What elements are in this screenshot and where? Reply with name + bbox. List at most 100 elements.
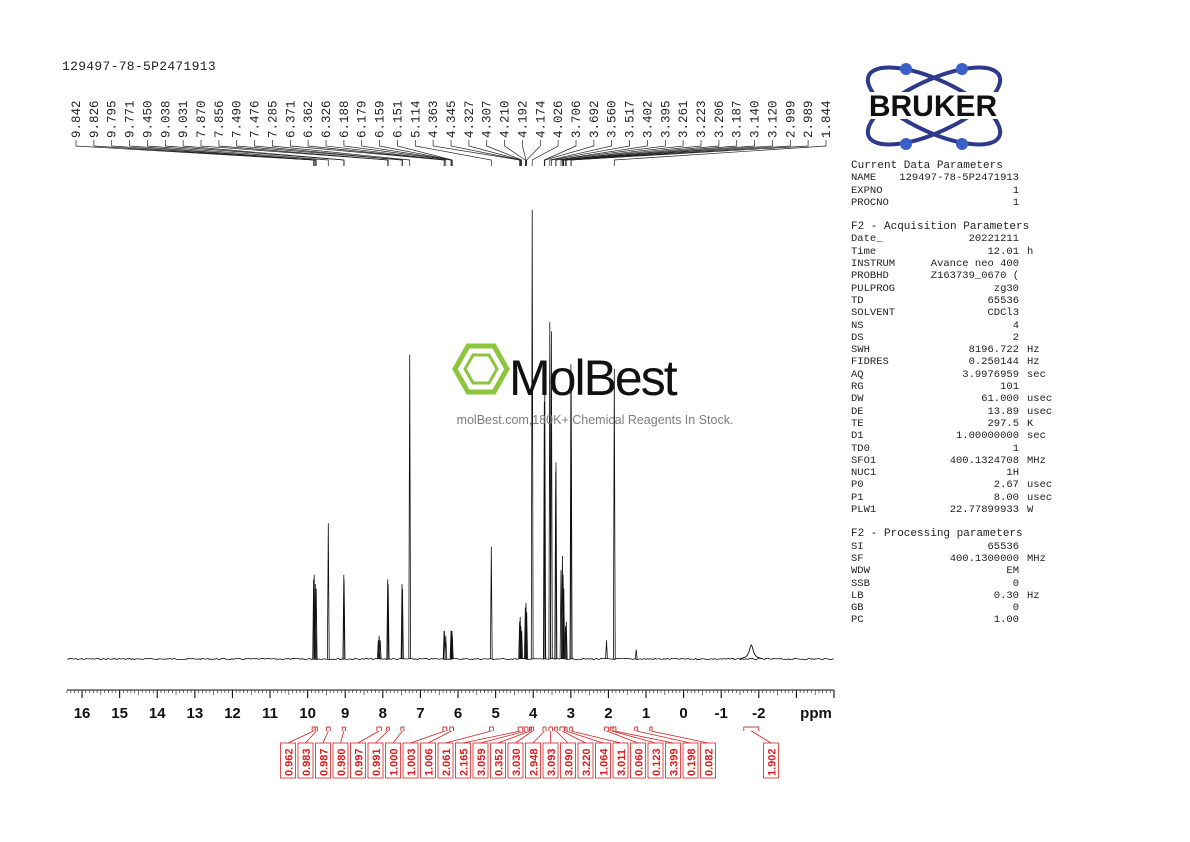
x-tick-label: 7: [416, 705, 424, 722]
molbest-watermark: MolBest molBest.com,180K+ Chemical Reage…: [447, 340, 747, 435]
param-section: F2 - Processing parameters SI 65536 SF 400.1…: [851, 528, 1061, 626]
peak-label: 6.159: [374, 100, 388, 138]
integral-box: [507, 742, 524, 779]
param-key: Time: [851, 245, 877, 258]
integral-connector: [410, 730, 446, 744]
param-row: GB 0: [851, 602, 1061, 614]
param-key: NS: [851, 319, 864, 332]
spectrum-peak: [543, 387, 547, 660]
integral-connector: [427, 730, 452, 744]
integral-box: [420, 742, 436, 779]
param-unit: MHz: [1027, 552, 1046, 565]
spectrum-trace-group: [66, 209, 834, 661]
param-value: 65536: [987, 540, 1019, 553]
x-tick-label: 6: [454, 705, 462, 722]
param-section: Current Data Parameters NAME 129497-78-5P2…: [851, 160, 1061, 209]
param-value: 1: [1012, 184, 1019, 197]
param-value: 0.250144: [968, 356, 1019, 369]
param-value: 8196.722: [968, 344, 1019, 357]
integral-value: 2.948: [529, 748, 541, 776]
spectrum-peak: [564, 626, 567, 660]
peak-connector: [504, 140, 526, 166]
integral-value: 0.060: [634, 748, 646, 776]
integral-connector: [375, 730, 389, 744]
peak-connector: [486, 140, 523, 166]
param-unit: sec: [1027, 368, 1046, 381]
integral-connector: [570, 730, 621, 744]
peak-label: 3.692: [588, 100, 602, 138]
peak-label: 3.120: [766, 100, 780, 138]
param-value: 0: [1012, 602, 1019, 615]
spectrum-peak: [524, 602, 528, 660]
peak-label: 3.706: [570, 100, 584, 138]
spectrum-peak: [451, 635, 454, 660]
param-value: 8.00: [993, 491, 1019, 504]
param-row: INSTRUM Avance neo 400: [851, 258, 1061, 270]
integral-connector: [751, 730, 772, 744]
spectrum-baseline: [66, 657, 834, 661]
peak-connector: [565, 140, 755, 166]
peak-label: 9.826: [88, 100, 102, 138]
param-key: INSTRUM: [851, 258, 896, 271]
param-row: SSB 0: [851, 578, 1061, 590]
param-unit: usec: [1027, 393, 1053, 406]
param-row: DE 13.89 usec: [851, 406, 1061, 418]
peak-label: 7.476: [249, 100, 263, 138]
param-row: DS 2: [851, 332, 1061, 344]
benzene-hexagon-icon: [452, 343, 510, 395]
peak-label: 3.560: [606, 100, 620, 138]
integral-box: [665, 742, 681, 779]
param-unit: sec: [1027, 430, 1046, 443]
param-value: 400.1324708: [949, 454, 1019, 467]
param-row: Date_ 20221211: [851, 233, 1061, 245]
peak-label: 9.842: [70, 100, 84, 138]
spectrum-peak: [518, 616, 522, 660]
param-key: P0: [851, 479, 864, 492]
peak-label: 4.363: [427, 100, 441, 138]
param-row: NS 4: [851, 320, 1061, 332]
param-key: FIDRES: [851, 356, 889, 369]
param-value: 65536: [987, 294, 1019, 307]
param-unit: K: [1027, 417, 1034, 430]
spectrum-peak: [314, 588, 318, 660]
integral-value: 0.352: [494, 748, 506, 776]
param-value: 4: [1012, 319, 1019, 332]
spectrum-peak: [525, 612, 528, 660]
param-row: DW 61.000 usec: [851, 393, 1061, 405]
peak-connector: [414, 140, 492, 166]
integral-box: [700, 742, 716, 779]
integral-box: [437, 742, 454, 779]
peak-connector: [526, 140, 541, 166]
param-row: Time 12.01 h: [851, 246, 1061, 258]
integral-box: [577, 742, 594, 779]
param-value: 61.000: [981, 393, 1019, 406]
integral-connector: [611, 730, 656, 744]
param-value: Z163739_0670 (: [930, 270, 1019, 283]
integral-connector: [497, 730, 531, 744]
param-unit: usec: [1027, 491, 1053, 504]
peak-label: 3.395: [659, 100, 673, 138]
integral-value: 3.090: [564, 748, 576, 776]
bruker-logo: BRUKER: [846, 60, 1021, 152]
param-row: PROCNO 1: [851, 197, 1061, 209]
integral-connector: [340, 730, 345, 744]
integral-value: 3.220: [581, 748, 593, 776]
integral-value: 2.165: [459, 748, 471, 776]
param-unit: MHz: [1027, 454, 1046, 467]
peak-label: 4.026: [552, 100, 566, 138]
peak-label: 4.345: [445, 100, 459, 138]
x-tick-label: -1: [715, 705, 728, 722]
param-row: PLW1 22.77899933 W: [851, 504, 1061, 516]
peak-connector: [563, 140, 738, 166]
bruker-logo-text: BRUKER: [869, 90, 998, 123]
integral-connector: [305, 730, 317, 744]
integral-box: [630, 742, 646, 779]
param-row: D1 1.00000000 sec: [851, 430, 1061, 442]
peak-connector: [236, 140, 403, 166]
peak-connector: [129, 140, 317, 166]
integral-value: 3.030: [511, 748, 523, 776]
peak-connector: [325, 140, 447, 166]
param-value: 1H: [1006, 467, 1019, 480]
param-value: 12.01: [987, 245, 1019, 258]
